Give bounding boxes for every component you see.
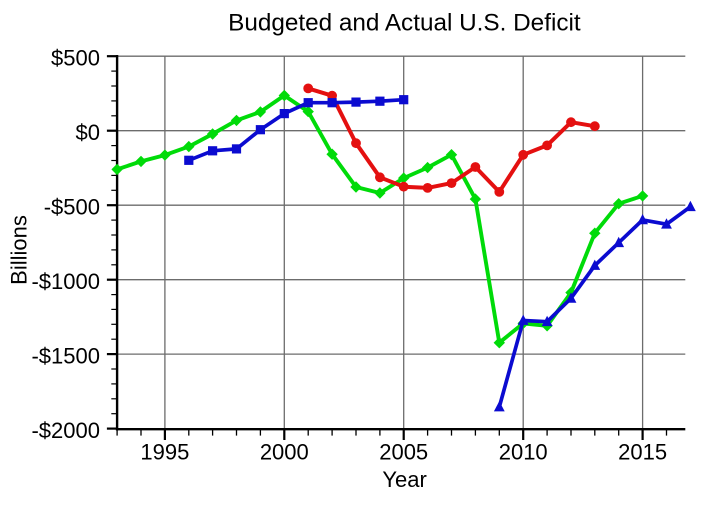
svg-text:$0: $0 [76,120,100,145]
svg-text:Year: Year [382,467,426,492]
svg-text:2005: 2005 [379,440,428,465]
svg-text:2015: 2015 [618,440,667,465]
svg-text:2000: 2000 [260,440,309,465]
svg-text:$500: $500 [51,46,100,71]
svg-text:-$1000: -$1000 [31,269,100,294]
svg-text:-$2000: -$2000 [31,418,100,443]
svg-text:-$1500: -$1500 [31,343,100,368]
svg-text:Billions: Billions [7,215,32,285]
svg-text:Budgeted and Actual U.S. Defic: Budgeted and Actual U.S. Deficit [228,10,581,37]
svg-text:1995: 1995 [140,440,189,465]
svg-text:-$500: -$500 [44,195,100,220]
svg-text:2010: 2010 [499,440,548,465]
